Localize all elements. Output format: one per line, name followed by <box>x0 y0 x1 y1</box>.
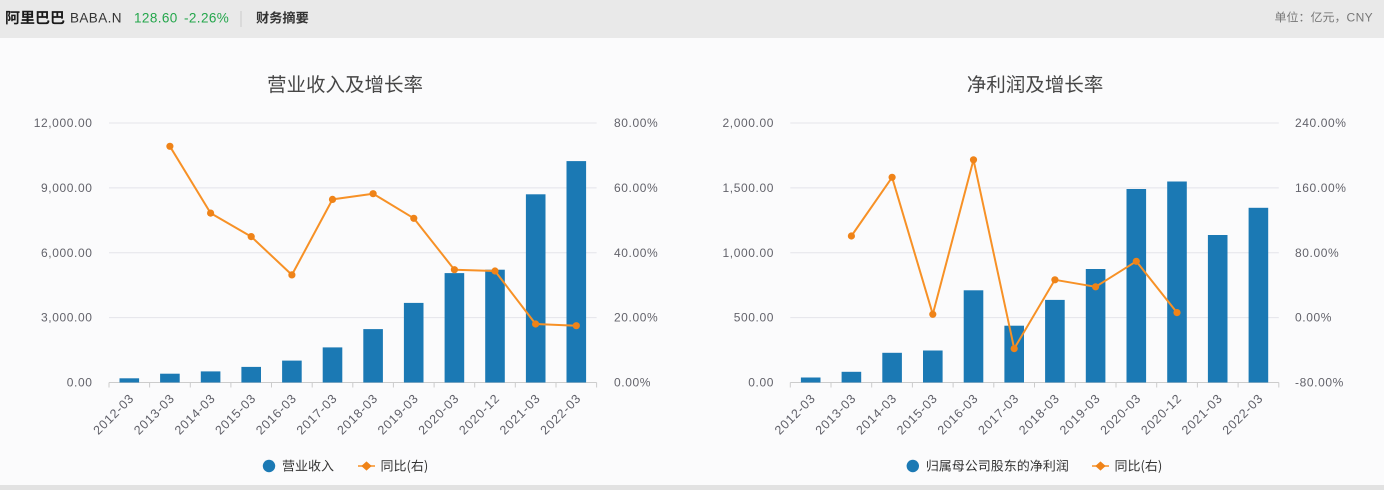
svg-text:0.00%: 0.00% <box>614 376 651 390</box>
svg-text:0.00: 0.00 <box>748 376 774 390</box>
svg-text:128.60: 128.60 <box>134 11 178 26</box>
svg-text:60.00%: 60.00% <box>614 181 658 195</box>
svg-text:-80.00%: -80.00% <box>1295 376 1344 390</box>
svg-text:12,000.00: 12,000.00 <box>34 116 93 130</box>
svg-text:20.00%: 20.00% <box>614 311 658 325</box>
svg-text:40.00%: 40.00% <box>614 246 658 260</box>
svg-text:6,000.00: 6,000.00 <box>41 246 93 260</box>
svg-text:80.00%: 80.00% <box>1295 246 1339 260</box>
svg-text:240.00%: 240.00% <box>1295 116 1347 130</box>
svg-text:160.00%: 160.00% <box>1295 181 1347 195</box>
svg-text:2,000.00: 2,000.00 <box>722 116 774 130</box>
svg-text:0.00: 0.00 <box>67 376 93 390</box>
svg-text:9,000.00: 9,000.00 <box>41 181 93 195</box>
svg-text:1,500.00: 1,500.00 <box>722 181 774 195</box>
svg-text:500.00: 500.00 <box>734 311 774 325</box>
svg-text:3,000.00: 3,000.00 <box>41 311 93 325</box>
svg-text:80.00%: 80.00% <box>614 116 658 130</box>
svg-text:-2.26%: -2.26% <box>184 11 229 26</box>
svg-text:0.00%: 0.00% <box>1295 311 1332 325</box>
svg-text:CNY: CNY <box>1347 11 1374 25</box>
svg-text:BABA.N: BABA.N <box>70 11 122 26</box>
svg-text:1,000.00: 1,000.00 <box>722 246 774 260</box>
